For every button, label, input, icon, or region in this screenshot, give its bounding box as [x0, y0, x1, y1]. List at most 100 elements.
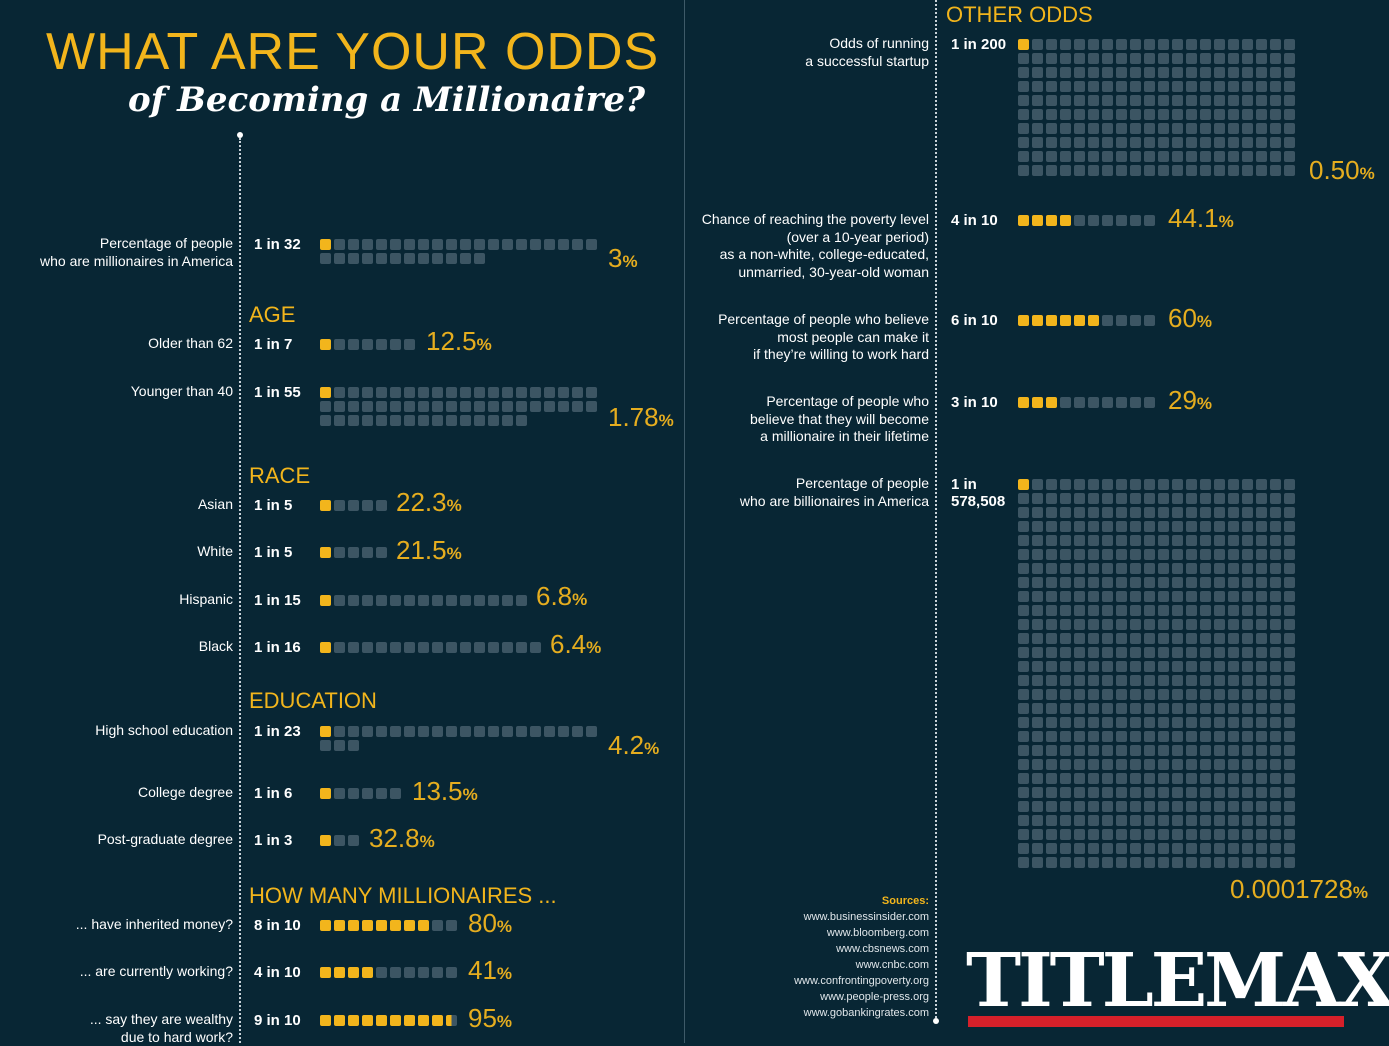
empty-square — [1088, 577, 1099, 588]
empty-square — [1242, 773, 1253, 784]
empty-square — [1074, 507, 1085, 518]
empty-square — [1200, 843, 1211, 854]
empty-square — [1074, 39, 1085, 50]
empty-square — [1242, 619, 1253, 630]
empty-square — [1046, 675, 1057, 686]
empty-square — [1214, 521, 1225, 532]
source-link[interactable]: www.bloomberg.com — [826, 927, 929, 939]
empty-square — [1102, 521, 1113, 532]
empty-square — [1242, 67, 1253, 78]
empty-square — [1060, 857, 1071, 868]
empty-square — [348, 415, 359, 426]
empty-square — [1284, 759, 1295, 770]
empty-square — [1200, 717, 1211, 728]
empty-square — [1130, 759, 1141, 770]
empty-square — [1032, 95, 1043, 106]
source-link[interactable]: www.cnbc.com — [855, 959, 929, 971]
empty-square — [1046, 815, 1057, 826]
empty-square — [1200, 53, 1211, 64]
empty-square — [1018, 661, 1029, 672]
source-link[interactable]: www.people-press.org — [820, 991, 929, 1003]
empty-square — [1228, 829, 1239, 840]
empty-square — [1116, 591, 1127, 602]
empty-square — [1060, 689, 1071, 700]
empty-square — [1018, 857, 1029, 868]
empty-square — [1102, 109, 1113, 120]
empty-square — [1284, 591, 1295, 602]
empty-square — [1102, 843, 1113, 854]
empty-square — [1046, 549, 1057, 560]
empty-square — [1074, 137, 1085, 148]
empty-square — [1088, 801, 1099, 812]
empty-square — [1214, 123, 1225, 134]
empty-square — [1088, 759, 1099, 770]
empty-square — [1102, 95, 1113, 106]
row-percentage: 95% — [468, 1003, 513, 1033]
source-link[interactable]: www.businessinsider.com — [803, 911, 929, 923]
empty-square — [1144, 67, 1155, 78]
source-link[interactable]: www.gobankingrates.com — [803, 1007, 929, 1019]
source-link[interactable]: www.confrontingpoverty.org — [794, 975, 929, 987]
empty-square — [1214, 151, 1225, 162]
filled-square — [362, 1015, 373, 1026]
empty-square — [1270, 53, 1281, 64]
empty-square — [1144, 95, 1155, 106]
empty-square — [1130, 605, 1141, 616]
empty-square — [530, 726, 541, 737]
empty-square — [1060, 165, 1071, 176]
empty-square — [1116, 315, 1127, 326]
empty-square — [1060, 605, 1071, 616]
empty-square — [1242, 801, 1253, 812]
empty-square — [1130, 815, 1141, 826]
empty-square — [1046, 493, 1057, 504]
empty-square — [376, 401, 387, 412]
empty-square — [432, 595, 443, 606]
empty-square — [376, 387, 387, 398]
empty-square — [362, 415, 373, 426]
empty-square — [1172, 633, 1183, 644]
empty-square — [1186, 675, 1197, 686]
empty-square — [1088, 731, 1099, 742]
empty-square — [1116, 493, 1127, 504]
empty-square — [1214, 815, 1225, 826]
empty-square — [1102, 535, 1113, 546]
empty-square — [1018, 591, 1029, 602]
empty-square — [1200, 479, 1211, 490]
empty-square — [1060, 773, 1071, 784]
empty-square — [1186, 81, 1197, 92]
empty-square — [1200, 731, 1211, 742]
empty-square — [1060, 661, 1071, 672]
empty-square — [1018, 675, 1029, 686]
empty-square — [1018, 81, 1029, 92]
filled-square — [404, 1015, 415, 1026]
empty-square — [1158, 81, 1169, 92]
empty-square — [404, 595, 415, 606]
empty-square — [1270, 549, 1281, 560]
empty-square — [1032, 717, 1043, 728]
empty-square — [1270, 773, 1281, 784]
empty-square — [1088, 137, 1099, 148]
empty-square — [1102, 857, 1113, 868]
empty-square — [390, 339, 401, 350]
empty-square — [1102, 591, 1113, 602]
empty-square — [1200, 787, 1211, 798]
empty-square — [1228, 605, 1239, 616]
empty-square — [1256, 493, 1267, 504]
empty-square — [1228, 109, 1239, 120]
empty-square — [1102, 479, 1113, 490]
row-label: White — [197, 543, 233, 559]
filled-square — [1060, 315, 1071, 326]
empty-square — [1018, 521, 1029, 532]
empty-square — [1228, 801, 1239, 812]
empty-square — [1228, 717, 1239, 728]
empty-square — [1270, 745, 1281, 756]
empty-square — [474, 239, 485, 250]
empty-square — [390, 967, 401, 978]
empty-square — [1256, 591, 1267, 602]
empty-square — [1242, 745, 1253, 756]
empty-square — [586, 239, 597, 250]
empty-square — [362, 253, 373, 264]
source-link[interactable]: www.cbsnews.com — [836, 943, 929, 955]
empty-square — [1116, 137, 1127, 148]
empty-square — [1228, 493, 1239, 504]
